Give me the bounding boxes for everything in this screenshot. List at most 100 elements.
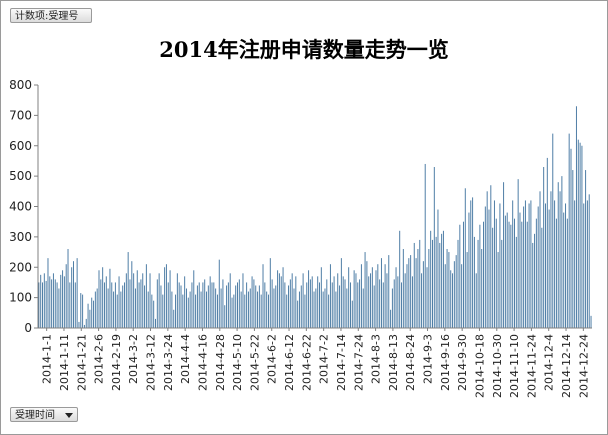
bar xyxy=(555,218,557,328)
bar xyxy=(453,261,455,328)
bar xyxy=(331,282,333,328)
bar xyxy=(89,309,91,328)
bar xyxy=(422,261,424,328)
bar xyxy=(472,197,474,328)
bar xyxy=(570,148,572,328)
bar xyxy=(160,285,162,328)
bar xyxy=(324,288,326,328)
bar xyxy=(185,288,187,328)
bar xyxy=(557,182,559,328)
x-tick-label: 2014-2-19 xyxy=(110,334,123,391)
bar xyxy=(366,261,368,328)
bar xyxy=(45,280,47,328)
bar xyxy=(362,288,364,328)
bar xyxy=(202,282,204,328)
bar xyxy=(82,294,84,328)
y-tick-label: 100 xyxy=(9,291,32,305)
bar xyxy=(38,282,40,328)
bar xyxy=(419,239,421,328)
bar xyxy=(229,273,231,328)
bar xyxy=(475,273,477,328)
bar xyxy=(309,279,311,328)
bar xyxy=(286,294,288,328)
bar xyxy=(493,200,495,328)
x-tick-label: 2014-9-16 xyxy=(439,334,452,391)
bar xyxy=(417,249,419,328)
bar xyxy=(585,170,587,328)
bar xyxy=(76,258,78,328)
bar xyxy=(586,200,588,328)
bar xyxy=(437,209,439,328)
bar xyxy=(113,291,115,328)
x-tick-label: 2014-10-30 xyxy=(491,334,504,398)
bar xyxy=(402,249,404,328)
bar xyxy=(91,297,93,329)
bar xyxy=(348,267,350,328)
bar xyxy=(579,142,581,328)
bar xyxy=(583,203,585,328)
bar xyxy=(222,279,224,328)
bar xyxy=(284,282,286,328)
bar xyxy=(196,285,198,328)
x-tick-label: 2014-8-3 xyxy=(370,334,383,384)
bar xyxy=(242,273,244,328)
bar xyxy=(411,276,413,328)
bar xyxy=(393,279,395,328)
bar xyxy=(42,282,44,328)
bar xyxy=(178,282,180,328)
bar xyxy=(377,264,379,328)
bar xyxy=(517,179,519,328)
bar xyxy=(300,285,302,328)
bar xyxy=(490,185,492,328)
bar xyxy=(193,270,195,328)
x-tick-label: 2014-4-28 xyxy=(214,334,227,391)
bar xyxy=(346,288,348,328)
bar xyxy=(215,288,217,328)
bar xyxy=(435,236,437,329)
bar xyxy=(147,291,149,328)
x-tick-label: 2014-11-24 xyxy=(525,334,538,398)
bar xyxy=(136,270,138,328)
bar xyxy=(329,264,331,328)
bar xyxy=(189,291,191,328)
y-tick-label: 800 xyxy=(9,78,32,92)
bar xyxy=(255,285,257,328)
bar xyxy=(195,294,197,328)
bar xyxy=(512,200,514,328)
y-tick-label: 700 xyxy=(9,108,32,122)
bar xyxy=(67,249,69,328)
x-tick-label: 2014-3-24 xyxy=(162,334,175,391)
bar xyxy=(552,133,554,328)
bar xyxy=(94,291,96,328)
bar xyxy=(308,270,310,328)
axis-field-button[interactable]: 受理时间 xyxy=(10,407,78,422)
bar xyxy=(541,227,543,328)
x-tick-label: 2014-9-3 xyxy=(422,334,435,384)
bar xyxy=(532,242,534,328)
field-button[interactable]: 计数项:受理号 xyxy=(10,8,92,23)
bar xyxy=(258,285,260,328)
bar xyxy=(96,288,98,328)
bar xyxy=(120,291,122,328)
bar xyxy=(508,221,510,328)
bar xyxy=(349,282,351,328)
bar xyxy=(486,191,488,328)
bar xyxy=(506,212,508,328)
y-tick-label: 200 xyxy=(9,260,32,274)
bar xyxy=(380,258,382,328)
bar xyxy=(124,282,126,328)
bar xyxy=(575,106,577,328)
bar xyxy=(315,288,317,328)
bar xyxy=(238,279,240,328)
bar xyxy=(74,282,76,328)
bar xyxy=(140,279,142,328)
bar xyxy=(65,264,67,328)
bar xyxy=(526,221,528,328)
bar xyxy=(574,200,576,328)
bar xyxy=(98,270,100,328)
bar xyxy=(430,230,432,328)
bar xyxy=(224,305,226,328)
bar xyxy=(209,276,211,328)
bar xyxy=(457,239,459,328)
